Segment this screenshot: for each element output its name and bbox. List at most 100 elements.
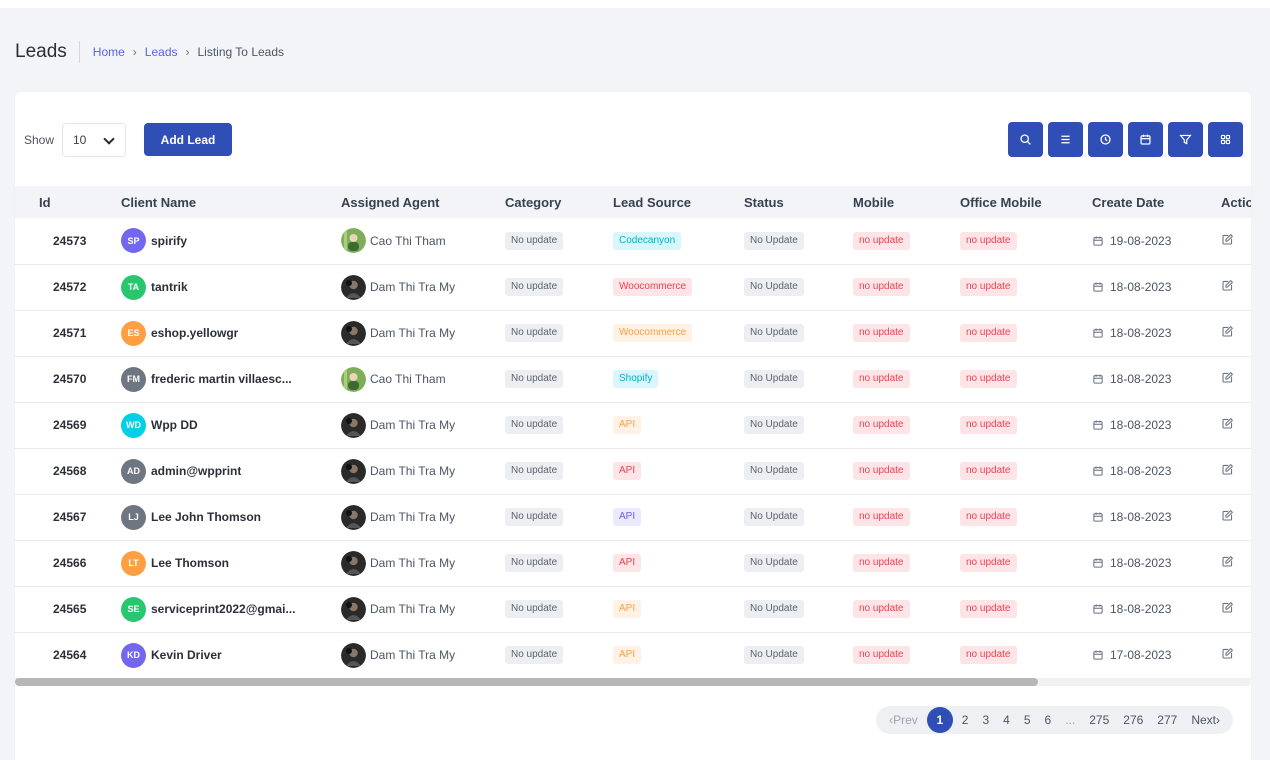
page-button[interactable]: 4 xyxy=(1003,713,1010,727)
lead-source-badge: Shopify xyxy=(613,370,659,388)
category-badge: No update xyxy=(505,231,564,250)
action-cell xyxy=(1197,264,1251,310)
table-row[interactable]: 24567 LJ Lee John Thomson Dam Thi Tra My… xyxy=(15,494,1251,540)
prev-page-button[interactable]: ‹Prev xyxy=(889,713,918,727)
page-button[interactable]: 5 xyxy=(1023,713,1031,727)
client-cell: AD admin@wpprint xyxy=(97,448,317,494)
edit-icon xyxy=(1222,647,1234,659)
clock-button[interactable] xyxy=(1088,122,1123,157)
page-title: Leads xyxy=(15,41,80,63)
scrollbar-thumb[interactable] xyxy=(15,678,1038,686)
grid-view-button[interactable] xyxy=(1208,122,1243,157)
lead-source-badge: API xyxy=(613,554,642,572)
column-header-assigned-agent[interactable]: Assigned Agent xyxy=(341,194,440,210)
category-badge: No update xyxy=(505,600,564,618)
mobile-cell: no update xyxy=(829,586,936,632)
edit-button[interactable] xyxy=(1221,325,1234,341)
page-button[interactable]: 3 xyxy=(982,713,990,727)
column-header-lead-source[interactable]: Lead Source xyxy=(613,194,692,210)
mobile-badge: no update xyxy=(853,278,910,296)
table-row[interactable]: 24568 AD admin@wpprint Dam Thi Tra My No… xyxy=(15,448,1251,494)
edit-button[interactable] xyxy=(1221,555,1234,571)
page-button[interactable]: 1 xyxy=(926,707,953,733)
edit-button[interactable] xyxy=(1221,233,1234,249)
agent-cell: Dam Thi Tra My xyxy=(317,632,481,678)
breadcrumb-home[interactable]: Home xyxy=(92,45,125,59)
add-lead-button[interactable]: Add Lead xyxy=(144,123,232,156)
client-name[interactable]: SP spirify xyxy=(121,228,317,254)
client-name[interactable]: AD admin@wpprint xyxy=(121,458,317,484)
action-cell xyxy=(1197,586,1251,632)
agent-name: Dam Thi Tra My xyxy=(370,602,456,616)
edit-button[interactable] xyxy=(1221,509,1234,525)
column-header-status[interactable]: Status xyxy=(744,194,784,210)
edit-button[interactable] xyxy=(1221,417,1234,433)
edit-button[interactable] xyxy=(1221,463,1234,479)
page-button[interactable]: 275 xyxy=(1089,713,1110,727)
column-header-create-date[interactable]: Create Date xyxy=(1092,194,1165,210)
page-size-select[interactable]: 10 xyxy=(62,123,126,157)
calendar-icon xyxy=(1093,236,1103,246)
table-row[interactable]: 24569 WD Wpp DD Dam Thi Tra My No update… xyxy=(15,402,1251,448)
search-button[interactable] xyxy=(1008,122,1043,157)
lead-source-badge: API xyxy=(613,600,642,618)
calendar-icon xyxy=(1093,374,1103,384)
table-row[interactable]: 24570 FM frederic martin villaesc... Cao… xyxy=(15,356,1251,402)
client-name[interactable]: KD Kevin Driver xyxy=(121,642,317,668)
client-name[interactable]: SE serviceprint2022@gmai... xyxy=(121,596,317,622)
client-name[interactable]: LT Lee Thomson xyxy=(121,550,317,576)
edit-button[interactable] xyxy=(1221,601,1234,617)
status-cell: No Update xyxy=(720,586,829,632)
agent-avatar xyxy=(341,504,366,530)
column-header-action[interactable]: Action xyxy=(1221,194,1251,210)
column-header-category[interactable]: Category xyxy=(505,194,562,210)
edit-button[interactable] xyxy=(1221,647,1234,663)
table-row[interactable]: 24565 SE serviceprint2022@gmai... Dam Th… xyxy=(15,586,1251,632)
source-cell: API xyxy=(589,494,720,540)
agent-name: Dam Thi Tra My xyxy=(370,556,456,570)
assigned-agent: Dam Thi Tra My xyxy=(341,274,481,300)
table-row[interactable]: 24572 TA tantrik Dam Thi Tra My No updat… xyxy=(15,264,1251,310)
assigned-agent: Cao Thi Tham xyxy=(341,366,481,392)
page-button[interactable]: 2 xyxy=(961,713,969,727)
client-name-text: eshop.yellowgr xyxy=(151,326,239,340)
agent-avatar xyxy=(341,320,366,346)
category-cell: No update xyxy=(481,310,589,356)
top-strip xyxy=(0,0,1270,8)
filter-button[interactable] xyxy=(1168,122,1203,157)
create-date-text: 17-08-2023 xyxy=(1110,648,1172,662)
edit-button[interactable] xyxy=(1221,279,1234,295)
column-header-office-mobile[interactable]: Office Mobile xyxy=(960,194,1042,210)
table-row[interactable]: 24573 SP spirify Cao Thi Tham No update … xyxy=(15,218,1251,264)
breadcrumb-leads[interactable]: Leads xyxy=(144,45,178,59)
column-header-id[interactable]: Id xyxy=(39,194,51,210)
create-date: 18-08-2023 xyxy=(1092,510,1197,524)
status-badge: No Update xyxy=(744,646,804,664)
calendar-button[interactable] xyxy=(1128,122,1163,157)
table-header-row: Id Client Name Assigned Agent Category Lead … xyxy=(15,186,1251,218)
edit-button[interactable] xyxy=(1221,371,1234,387)
page-button[interactable]: 277 xyxy=(1157,713,1178,727)
table-row[interactable]: 24564 KD Kevin Driver Dam Thi Tra My No … xyxy=(15,632,1251,678)
column-header-client-name[interactable]: Client Name xyxy=(121,194,197,210)
status-badge: No Update xyxy=(744,600,804,618)
client-name[interactable]: ES eshop.yellowgr xyxy=(121,320,317,346)
create-date-text: 18-08-2023 xyxy=(1110,602,1172,616)
client-name-text: Lee Thomson xyxy=(151,556,230,570)
mobile-cell: no update xyxy=(829,632,936,678)
action-cell xyxy=(1197,356,1251,402)
client-name[interactable]: FM frederic martin villaesc... xyxy=(121,366,317,392)
page-button[interactable]: 6 xyxy=(1044,713,1052,727)
page-button[interactable]: 276 xyxy=(1123,713,1144,727)
list-view-button[interactable] xyxy=(1048,122,1083,157)
table-row[interactable]: 24571 ES eshop.yellowgr Dam Thi Tra My N… xyxy=(15,310,1251,356)
client-name[interactable]: WD Wpp DD xyxy=(121,412,317,438)
next-page-button[interactable]: Next› xyxy=(1191,713,1220,727)
status-badge: No Update xyxy=(744,278,804,296)
column-header-mobile[interactable]: Mobile xyxy=(853,194,895,210)
client-name[interactable]: LJ Lee John Thomson xyxy=(121,504,317,530)
table-row[interactable]: 24566 LT Lee Thomson Dam Thi Tra My No u… xyxy=(15,540,1251,586)
horizontal-scrollbar[interactable] xyxy=(15,678,1251,686)
category-badge: No update xyxy=(505,462,564,480)
client-name[interactable]: TA tantrik xyxy=(121,274,317,300)
